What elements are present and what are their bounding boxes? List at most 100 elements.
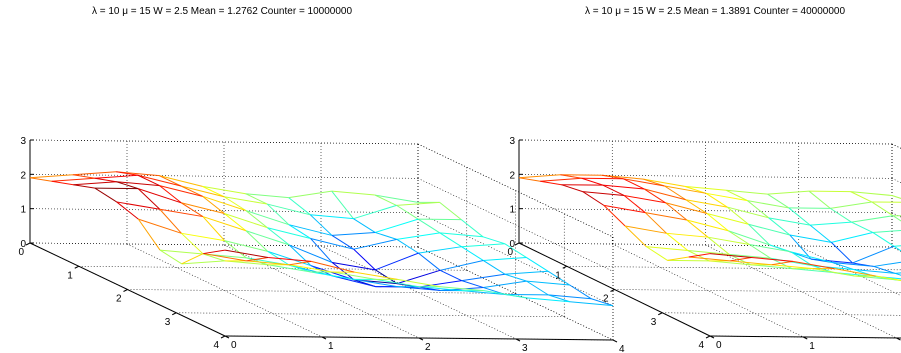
mesh-segment — [623, 195, 646, 214]
mesh-segment — [202, 185, 225, 198]
mesh-segment — [518, 174, 561, 179]
mesh-segment — [159, 208, 182, 234]
mesh-segment — [751, 256, 793, 262]
mesh-segment — [624, 194, 666, 204]
mesh-segment — [245, 230, 269, 252]
mesh-segment — [374, 194, 419, 203]
mesh-segment — [851, 221, 873, 233]
mesh-segment — [353, 248, 376, 271]
mesh-segment — [138, 218, 182, 234]
mesh-segment — [245, 193, 289, 199]
mesh-segment — [790, 251, 813, 266]
mesh-segment — [375, 252, 419, 271]
mesh-segment — [810, 221, 852, 226]
mesh-segment — [310, 265, 355, 281]
mesh-segment — [790, 251, 833, 264]
mesh-segment — [374, 231, 397, 240]
z-tick-label: 3 — [509, 136, 515, 147]
mesh-segment — [483, 280, 527, 289]
mesh-segment — [894, 272, 901, 276]
wall-edge — [417, 143, 614, 238]
y-tick-label: 1 — [809, 341, 815, 352]
mesh-segment — [51, 177, 95, 182]
mesh-segment — [245, 210, 290, 226]
mesh-segment — [789, 234, 812, 260]
mesh-segment — [246, 260, 290, 266]
mesh-segment — [547, 270, 570, 286]
mesh-segment — [526, 280, 570, 286]
mesh-segment — [375, 269, 398, 285]
mesh-segment — [685, 199, 728, 208]
mesh-segment — [439, 269, 462, 282]
mesh-segment — [891, 195, 901, 199]
mesh-segment — [137, 174, 182, 187]
mesh-segment — [894, 272, 901, 274]
mesh-segment — [310, 271, 355, 280]
mesh-segment — [268, 256, 312, 262]
tick-mark — [896, 337, 901, 341]
mesh-segment — [643, 178, 685, 187]
y-tick-label: 1 — [328, 341, 334, 352]
mesh-segment — [245, 193, 268, 205]
mesh-segment — [582, 191, 625, 196]
mesh-segment — [137, 188, 182, 204]
mesh-segment — [643, 178, 665, 187]
mesh-segment — [159, 185, 182, 204]
mesh-segment — [625, 225, 667, 234]
mesh-segment — [871, 201, 894, 217]
y-tick-label: 4 — [619, 344, 625, 353]
surface-plot-left: λ = 10 μ = 15 W = 2.5 Mean = 1.2762 Coun… — [18, 6, 625, 353]
tick-mark — [25, 242, 31, 246]
mesh-segment — [311, 260, 355, 273]
mesh-segment — [288, 224, 311, 239]
mesh-segment — [727, 230, 750, 245]
mesh-segment — [461, 243, 505, 248]
x-tick-label: 1 — [67, 270, 73, 281]
mesh-segment — [332, 262, 376, 271]
z-tick-label: 1 — [20, 205, 26, 216]
mesh-segment — [224, 213, 268, 229]
mesh-segment — [180, 185, 203, 197]
mesh-segment — [180, 202, 204, 217]
plot-title: λ = 10 μ = 15 W = 2.5 Mean = 1.2762 Coun… — [92, 6, 353, 17]
mesh-segment — [397, 286, 441, 292]
mesh-segment — [116, 181, 139, 190]
mesh-segment — [159, 185, 203, 197]
mesh-segment — [396, 201, 440, 206]
mesh-segment — [310, 238, 333, 263]
mesh-segment — [224, 249, 269, 258]
mesh-segment — [526, 280, 549, 296]
mesh-segment — [666, 232, 689, 251]
mesh-segment — [374, 194, 397, 206]
mesh-segment — [769, 244, 792, 253]
mesh-segment — [893, 245, 901, 247]
x-tick-label: 2 — [116, 294, 122, 305]
mesh-segment — [601, 174, 624, 180]
mesh-segment — [892, 215, 901, 222]
grid-line — [891, 143, 901, 149]
mesh-segment — [137, 188, 161, 210]
mesh-segment — [665, 202, 708, 215]
mesh-segment — [560, 174, 582, 179]
mesh-segment — [548, 294, 592, 300]
mesh-segment — [94, 187, 117, 203]
mesh-segment — [767, 190, 810, 195]
grid-line — [126, 243, 323, 338]
mesh-segment — [267, 250, 311, 267]
mesh-segment — [893, 245, 901, 252]
z-tick-label: 2 — [20, 170, 26, 181]
mesh-segment — [224, 260, 268, 266]
mesh-segment — [851, 215, 894, 223]
mesh-segment — [834, 268, 876, 277]
mesh-segment — [461, 246, 484, 261]
mesh-segment — [665, 202, 688, 221]
mesh-segment — [730, 260, 772, 266]
mesh-segment — [730, 256, 752, 262]
mesh-segment — [202, 195, 246, 211]
mesh-segment — [748, 223, 771, 246]
mesh-segment — [159, 249, 182, 265]
x-tick-label: 3 — [165, 317, 171, 328]
mesh-segment — [483, 256, 527, 261]
mesh-segment — [310, 214, 354, 220]
mesh-segment — [482, 236, 505, 245]
